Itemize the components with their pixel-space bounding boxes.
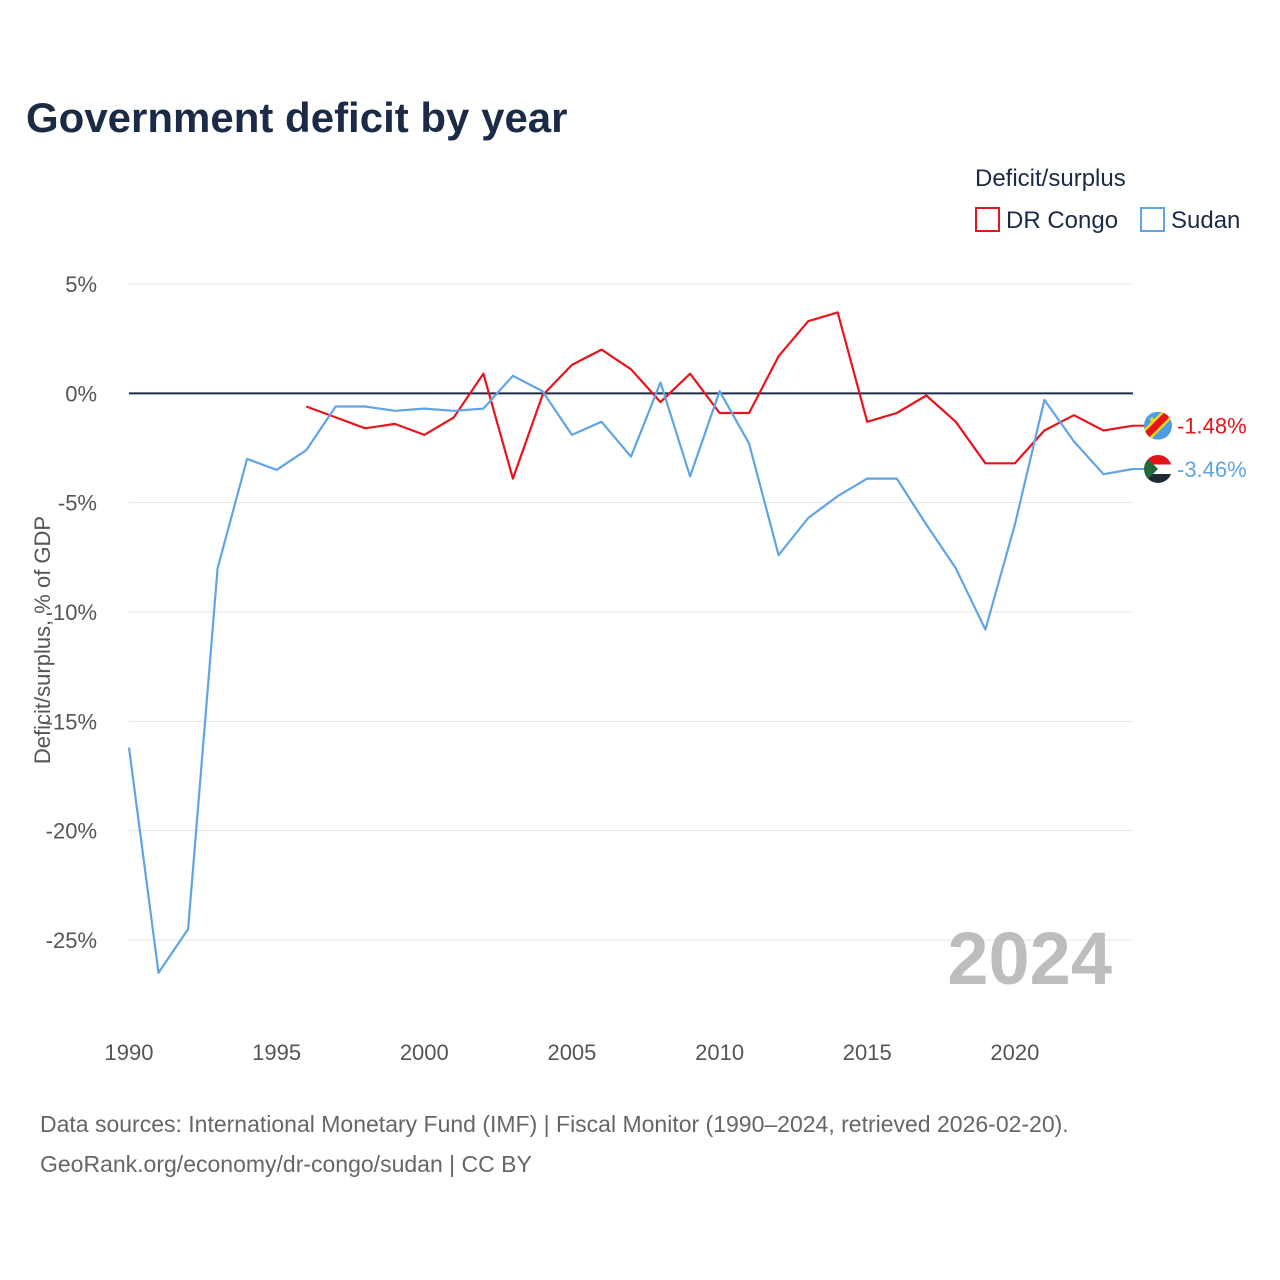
y-tick-label: -20% [46,819,97,844]
series-end-markers [1133,424,1145,470]
y-tick-label: -10% [46,600,97,625]
legend-item-sudan[interactable]: Sudan [1140,207,1240,234]
legend-swatch-sudan [1140,207,1165,232]
legend: Deficit/surplus DR Congo Sudan [975,165,1240,234]
source-url: GeoRank.org/economy/dr-congo/sudan | CC … [40,1151,532,1177]
legend-item-dr-congo[interactable]: DR Congo [975,207,1118,234]
legend-label-sudan: Sudan [1171,207,1240,234]
dr-congo-flag-icon: ★ [1144,411,1172,440]
x-axis-ticks: 1990 1995 2000 2005 2010 2015 2020 [105,1040,1040,1065]
series-line-sudan [127,374,1134,974]
legend-title: Deficit/surplus [975,165,1126,192]
y-tick-label: -25% [46,928,97,953]
x-tick-label: 1995 [252,1040,301,1065]
grid [129,283,1133,941]
legend-label-dr-congo: DR Congo [1006,207,1118,234]
series-lines [127,311,1134,974]
dr-congo-end-value: -1.48% [1177,414,1247,439]
y-tick-label: -15% [46,709,97,734]
sudan-flag-icon [1144,454,1172,483]
y-tick-label: 0% [65,381,97,406]
x-tick-label: 2000 [400,1040,449,1065]
x-tick-label: 2005 [547,1040,596,1065]
y-axis-ticks: 5% 0% -5% -10% -15% -20% -25% [46,272,97,953]
x-tick-label: 2010 [695,1040,744,1065]
y-tick-label: 5% [65,272,97,297]
chart-title: Government deficit by year [26,94,568,141]
legend-swatch-dr-congo [975,207,1000,232]
y-axis-label: Deficit/surplus, % of GDP [30,516,55,764]
y-tick-label: -5% [58,491,97,516]
svg-text:★: ★ [1148,415,1156,425]
series-line-dr-congo [305,311,1134,480]
source-note: Data sources: International Monetary Fun… [40,1111,1069,1137]
x-tick-label: 1990 [105,1040,154,1065]
x-tick-label: 2020 [990,1040,1039,1065]
x-tick-label: 2015 [843,1040,892,1065]
year-watermark: 2024 [947,917,1112,1000]
sudan-end-value: -3.46% [1177,457,1247,482]
